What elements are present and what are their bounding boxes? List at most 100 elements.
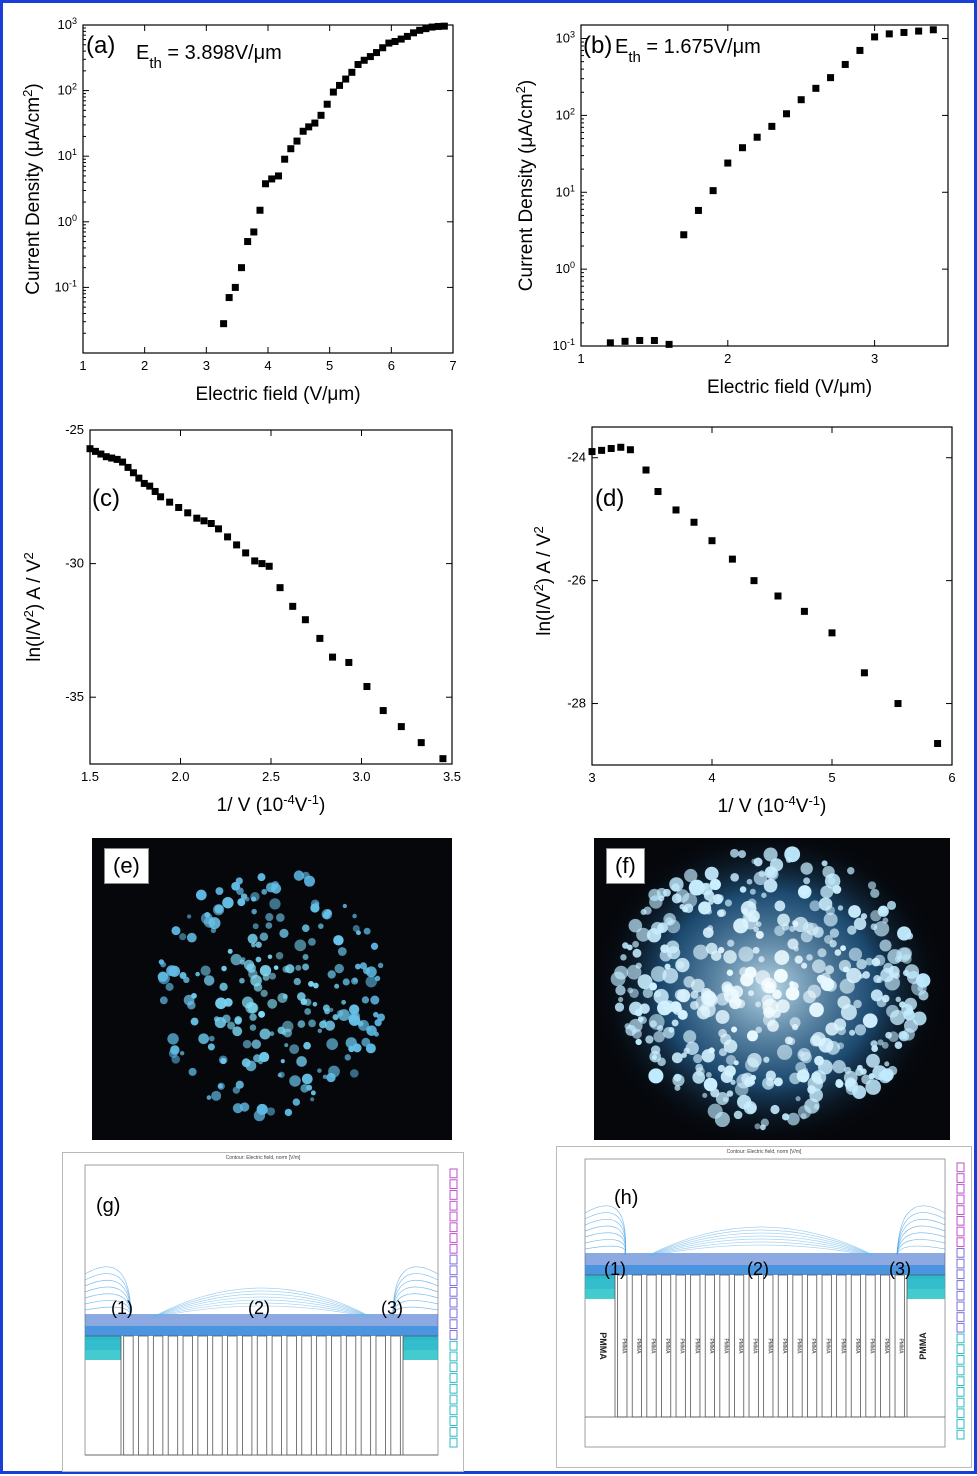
x-tick-label: 5 — [828, 770, 835, 785]
legend-swatch — [956, 1376, 965, 1387]
emission-spot — [662, 967, 679, 984]
legend-swatch — [956, 1237, 965, 1248]
emission-spot — [275, 951, 284, 960]
contour-line — [644, 1232, 878, 1258]
legend-swatch — [956, 1397, 965, 1408]
pillar-pmma-label: PMMA — [883, 1339, 889, 1355]
emission-spot — [334, 963, 344, 974]
data-point — [97, 450, 105, 458]
emission-spot — [350, 1069, 359, 1078]
emission-spot — [797, 885, 812, 899]
emission-spot — [332, 1014, 339, 1021]
emission-spot — [781, 1113, 790, 1121]
legend-swatch — [956, 1419, 965, 1429]
emission-spot — [261, 888, 268, 895]
pillar-pmma-label: PMMA — [869, 1339, 875, 1355]
emission-spot — [370, 942, 379, 950]
emission-spot — [292, 1098, 301, 1106]
emission-spot — [294, 939, 307, 952]
emission-spot — [704, 866, 719, 881]
data-point — [783, 110, 791, 118]
y-tick-label: -35 — [65, 689, 84, 704]
emission-spot — [626, 964, 642, 980]
data-point — [175, 503, 183, 511]
data-point — [397, 35, 405, 43]
emission-spot — [171, 926, 181, 936]
emission-spot — [663, 1027, 675, 1039]
emission-spot — [834, 949, 842, 956]
nanopillar — [138, 1335, 149, 1456]
emission-spot — [809, 1034, 822, 1047]
emission-spot — [683, 976, 695, 988]
emission-spot — [823, 912, 838, 927]
emission-spot — [241, 996, 254, 1009]
legend-swatch — [449, 1416, 458, 1426]
field-simulation-g: Contour: Electric field, norm [V/m] (g) … — [62, 1152, 464, 1472]
emission-spot — [190, 1017, 199, 1026]
emission-spot — [183, 994, 195, 1006]
emission-spot — [820, 885, 834, 899]
emission-spot — [308, 1019, 316, 1028]
nanopillar — [331, 1335, 342, 1456]
emission-spot — [826, 1040, 841, 1055]
legend-swatch — [956, 1183, 965, 1194]
x-tick-label: 4 — [264, 358, 271, 373]
emission-spot — [860, 913, 868, 920]
emission-spot — [881, 1041, 889, 1049]
emission-spot — [373, 1031, 379, 1037]
emission-spot — [703, 1077, 718, 1092]
emission-spot — [724, 899, 732, 907]
emission-spot — [787, 1112, 800, 1126]
data-point — [135, 474, 143, 482]
emission-spot — [614, 965, 629, 980]
data-point — [317, 111, 325, 119]
emission-spot — [232, 1103, 243, 1114]
emission-spot — [897, 926, 912, 941]
emission-spot — [257, 873, 266, 882]
emission-spot — [627, 987, 634, 994]
x-tick-label: 4 — [708, 770, 715, 785]
data-point — [665, 340, 673, 348]
emission-spot — [310, 1090, 316, 1096]
emission-spot — [712, 894, 723, 905]
data-point — [588, 448, 596, 456]
x-tick-label: 6 — [388, 358, 395, 373]
emission-spot — [727, 939, 735, 947]
pillar-pmma-label: PMMA — [796, 1339, 802, 1355]
emission-spot — [825, 965, 835, 975]
legend-swatch — [956, 1354, 965, 1365]
data-point — [207, 520, 215, 528]
data-point — [828, 629, 836, 637]
emission-spot — [693, 944, 709, 960]
data-point — [311, 119, 319, 127]
x-tick-label: 3.5 — [443, 769, 461, 784]
x-axis-label: Electric field (V/μm) — [195, 384, 360, 405]
emission-spot — [363, 927, 371, 935]
data-point — [626, 446, 634, 454]
emission-spot — [918, 976, 924, 982]
emission-spot — [774, 950, 790, 965]
emission-spot — [167, 1033, 179, 1045]
emission-spot — [665, 917, 674, 926]
emission-spot — [738, 946, 754, 962]
data-point — [129, 469, 137, 477]
nanopillar — [212, 1335, 223, 1456]
legend-swatch — [956, 1162, 965, 1173]
data-point — [827, 74, 835, 82]
emission-spot — [277, 992, 288, 1004]
emission-spot — [186, 932, 197, 943]
legend-swatch — [956, 1408, 965, 1419]
emission-spot — [794, 955, 803, 964]
pillar-pmma-label: PMMA — [839, 1339, 845, 1355]
emission-spot — [649, 1050, 661, 1063]
emission-spot — [324, 1008, 331, 1015]
data-point — [929, 26, 937, 34]
emission-spot — [352, 1043, 362, 1053]
emission-spot — [265, 913, 274, 922]
plot-frame — [591, 426, 953, 766]
emission-spot — [170, 1045, 180, 1055]
legend-swatch — [449, 1200, 458, 1211]
contour-line — [150, 1296, 374, 1319]
y-tick-label: 101 — [556, 183, 575, 199]
legend-swatch — [956, 1226, 965, 1237]
